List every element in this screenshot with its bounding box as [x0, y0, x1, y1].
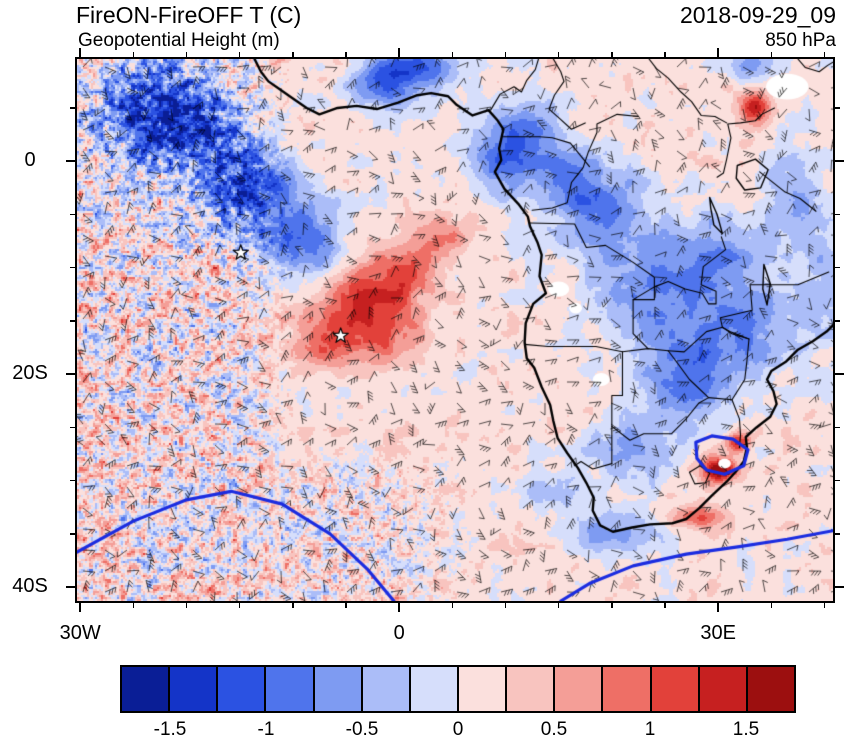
x-axis-label: 0	[393, 622, 405, 644]
axis-tick	[66, 160, 75, 162]
plot-title: FireON-FireOFF T (C)	[76, 2, 302, 28]
axis-tick	[70, 107, 75, 109]
axis-tick	[835, 586, 844, 588]
colorbar-cell	[266, 667, 315, 711]
axis-tick	[717, 48, 719, 57]
map-canvas	[77, 59, 833, 601]
axis-tick	[664, 52, 666, 57]
colorbar-label: 0.5	[540, 719, 568, 740]
axis-tick	[835, 320, 840, 322]
axis-tick	[70, 479, 75, 482]
colorbar	[120, 665, 796, 713]
axis-tick	[238, 603, 241, 608]
axis-tick	[504, 52, 507, 57]
y-axis-label: 0	[24, 149, 36, 172]
x-axis-label: 30W	[59, 622, 101, 644]
axis-tick	[292, 52, 294, 57]
colorbar-cell	[699, 667, 748, 711]
axis-tick	[345, 603, 347, 608]
axis-tick	[611, 603, 613, 608]
colorbar-cell	[410, 667, 459, 711]
axis-tick	[823, 603, 826, 608]
colorbar-cell	[218, 667, 267, 711]
plot-timestamp: 2018-09-29_09	[679, 2, 836, 28]
axis-tick	[185, 603, 188, 608]
axis-tick	[70, 320, 75, 322]
colorbar-cell	[747, 667, 794, 711]
axis-tick	[66, 373, 75, 375]
colorbar-label: 1.5	[732, 719, 760, 740]
axis-tick	[504, 603, 507, 608]
axis-tick	[238, 52, 241, 57]
colorbar-cell	[122, 667, 171, 711]
axis-tick	[770, 603, 773, 608]
axis-tick	[835, 213, 840, 216]
axis-tick	[79, 603, 81, 612]
axis-tick	[611, 52, 613, 57]
colorbar-label: -1	[257, 719, 275, 740]
axis-tick	[398, 603, 400, 612]
axis-tick	[451, 52, 454, 57]
axis-tick	[292, 603, 294, 608]
axis-tick	[345, 52, 347, 57]
colorbar-label: -1.5	[153, 719, 187, 740]
axis-tick	[185, 52, 188, 57]
axis-tick	[835, 107, 840, 109]
colorbar-cell	[170, 667, 219, 711]
subtitle-row: Geopotential Height (m) 850 hPa	[78, 30, 836, 52]
plot-level: 850 hPa	[765, 30, 836, 51]
colorbar-cell	[507, 667, 556, 711]
axis-tick	[70, 266, 75, 269]
axis-tick	[557, 52, 560, 57]
colorbar-cell	[555, 667, 604, 711]
map-frame	[75, 57, 835, 603]
axis-tick	[70, 533, 75, 535]
axis-tick	[835, 160, 844, 162]
axis-tick	[70, 213, 75, 216]
colorbar-label: -0.5	[345, 719, 379, 740]
colorbar-label: 1	[644, 719, 656, 740]
title-row: FireON-FireOFF T (C) 2018-09-29_09	[76, 2, 836, 28]
axis-tick	[835, 426, 840, 429]
colorbar-cell	[651, 667, 700, 711]
axis-tick	[132, 52, 135, 57]
axis-tick	[451, 603, 454, 608]
x-axis-label: 30E	[700, 622, 736, 644]
y-axis-label: 40S	[12, 575, 48, 598]
axis-tick	[823, 52, 826, 57]
axis-tick	[770, 52, 773, 57]
axis-tick	[835, 373, 844, 375]
axis-tick	[70, 426, 75, 429]
colorbar-cell	[458, 667, 508, 711]
colorbar-cell	[362, 667, 411, 711]
axis-tick	[835, 479, 840, 482]
axis-tick	[664, 603, 666, 608]
axis-tick	[66, 586, 75, 588]
axis-tick	[835, 533, 840, 535]
axis-tick	[398, 48, 400, 57]
axis-tick	[835, 266, 840, 269]
axis-tick	[79, 48, 81, 57]
colorbar-cell	[603, 667, 652, 711]
plot-subtitle: Geopotential Height (m)	[78, 30, 280, 51]
axis-tick	[132, 603, 135, 608]
colorbar-label: 0	[452, 719, 464, 740]
colorbar-cell	[314, 667, 363, 711]
axis-tick	[557, 603, 560, 608]
y-axis-label: 20S	[12, 362, 48, 385]
axis-tick	[717, 603, 719, 612]
